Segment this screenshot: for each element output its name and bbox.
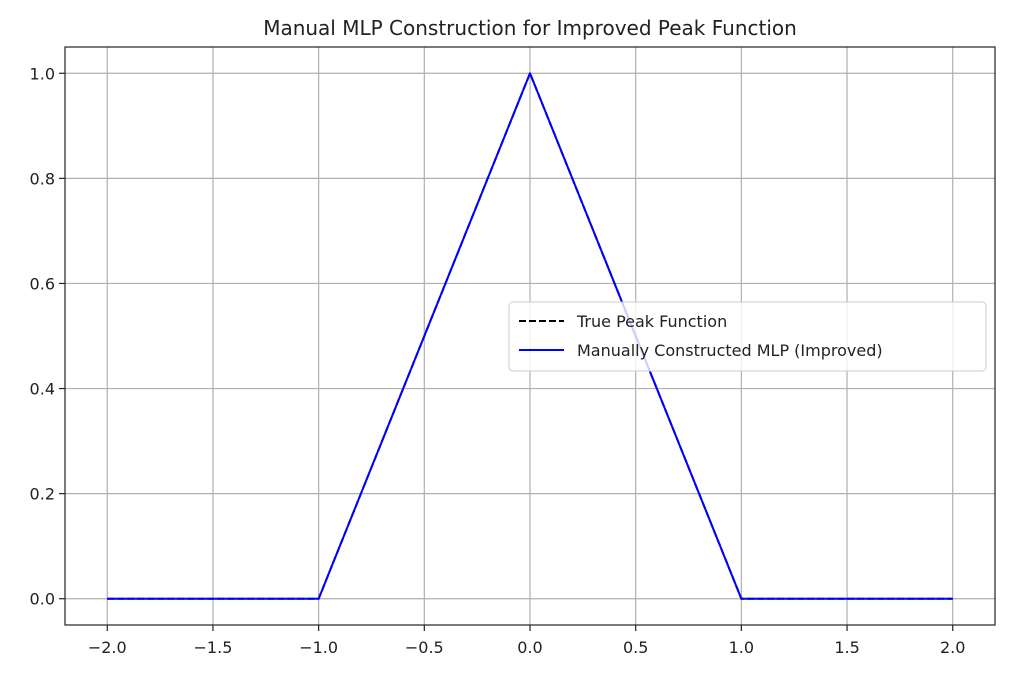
legend-box [508,301,987,372]
legend-label-2: Manually Constructed MLP (Improved) [577,341,883,360]
x-tick-label: −2.0 [88,638,127,657]
chart-title: Manual MLP Construction for Improved Pea… [263,16,797,40]
y-tick-label: 0.4 [30,380,55,399]
legend-label-1: True Peak Function [576,312,727,331]
y-tick-label: 1.0 [30,64,55,83]
x-tick-label: 1.0 [729,638,754,657]
x-tick-label: −1.5 [194,638,233,657]
x-tick-label: 0.5 [623,638,648,657]
y-tick-label: 0.2 [30,485,55,504]
axis-ticks: −2.0 −1.5 −1.0 −0.5 0.0 0.5 1.0 1.5 2.0 0.0 0.2 0.4… [30,64,966,657]
y-tick-label: 0.0 [30,590,55,609]
plot-area [107,72,953,600]
legend: True Peak Function Manually Constructed M… [508,301,987,372]
series-line-2 [107,72,953,600]
x-tick-label: −0.5 [405,638,444,657]
x-tick-label: −1.0 [299,638,338,657]
x-tick-label: 2.0 [940,638,965,657]
y-tick-label: 0.6 [30,274,55,293]
x-tick-label: 0.0 [517,638,542,657]
x-tick-label: 1.5 [834,638,859,657]
y-tick-label: 0.8 [30,169,55,188]
